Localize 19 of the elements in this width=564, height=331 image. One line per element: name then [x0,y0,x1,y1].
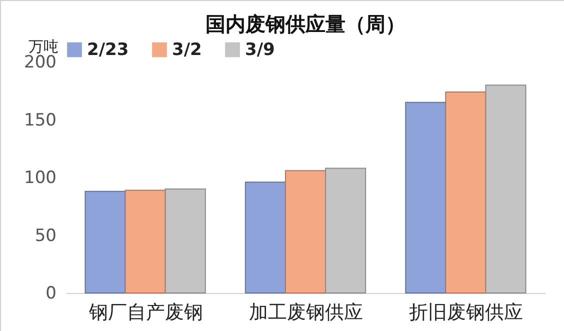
legend-label: 2/23 [87,40,129,60]
bar [124,190,166,294]
legend-label: 3/9 [245,40,275,60]
y-tick-label: 0 [46,284,56,304]
y-axis-title: 万吨 [28,38,58,56]
x-tick-label: 加工废钢供应 [249,302,363,324]
bar [84,190,126,294]
y-tick-label: 100 [24,168,56,188]
x-tick-label: 折旧废钢供应 [409,302,524,324]
y-tick-label: 50 [34,226,56,246]
chart-title: 国内废钢供应量（周） [206,12,406,36]
bar [284,170,326,294]
bar [244,182,286,294]
y-tick-label: 200 [24,52,56,72]
legend-label: 3/2 [172,40,202,60]
bar [445,92,486,294]
bar [405,102,446,294]
x-tick-label: 钢厂自产废钢 [88,302,203,324]
y-tick-label: 150 [24,110,56,130]
